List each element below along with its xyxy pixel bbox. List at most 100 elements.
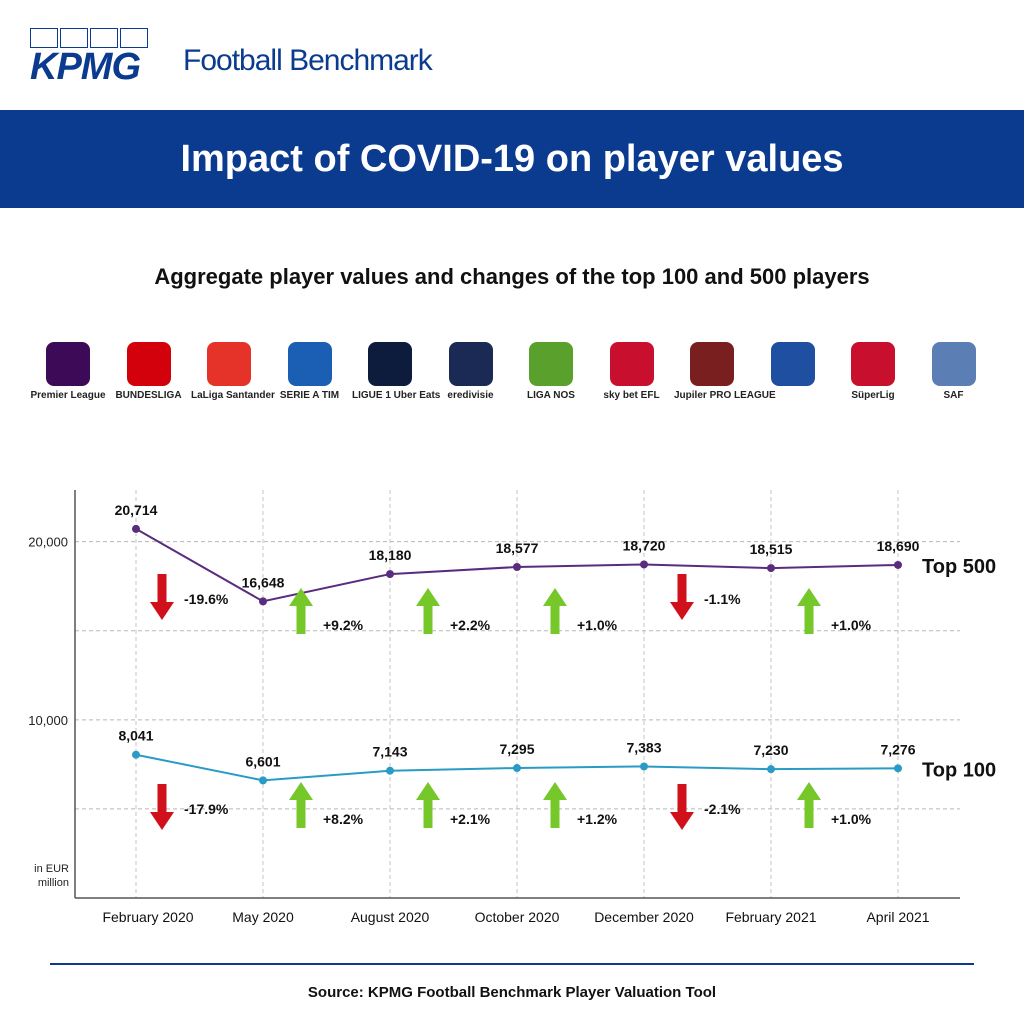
- line-chart: 10,000 20,000 in EUR million February 2020 Ma…: [28, 490, 996, 925]
- laliga-icon: [207, 342, 251, 386]
- kpmg-logo-boxes: [30, 28, 158, 50]
- change-label: -1.1%: [704, 591, 741, 607]
- data-point: [386, 766, 394, 775]
- kpmg-logo-text: KPMG: [30, 46, 141, 88]
- data-label: 18,720: [623, 537, 666, 553]
- eredivisie-icon: [448, 342, 493, 386]
- up-arrow-icon: [797, 588, 821, 634]
- data-point: [767, 765, 775, 774]
- league-label: BUNDESLIGA: [115, 390, 182, 401]
- up-arrow-icon: [543, 588, 567, 634]
- league-label: sky bet EFL: [603, 390, 660, 401]
- chart-subtitle: Aggregate player values and changes of t…: [154, 264, 870, 289]
- x-tick-label: February 2020: [102, 909, 193, 925]
- bundesliga-icon: [126, 342, 171, 386]
- down-arrow-icon: [150, 574, 174, 620]
- up-arrow-icon: [289, 782, 313, 828]
- series-name: Top 100: [922, 759, 996, 781]
- league-label: LaLiga Santander: [191, 390, 275, 401]
- x-tick-label: May 2020: [232, 909, 294, 925]
- x-tick-label: December 2020: [594, 909, 694, 925]
- league-label: Jupiler PRO LEAGUE: [674, 390, 776, 401]
- league-logo: eredivisie: [433, 342, 509, 414]
- efl-icon: [609, 342, 654, 386]
- data-label: 16,648: [242, 574, 285, 590]
- data-label: 18,690: [877, 538, 920, 554]
- league-logo: BUNDESLIGA: [111, 342, 187, 414]
- data-point: [640, 762, 648, 771]
- y-tick-label: 10,000: [28, 713, 68, 728]
- change-label: +1.2%: [577, 811, 618, 827]
- league-logo: SAF: [916, 342, 992, 414]
- source-note: Source: KPMG Football Benchmark Player V…: [307, 984, 717, 1001]
- title-banner: Impact of COVID-19 on player values: [0, 110, 1024, 208]
- data-label: 18,515: [750, 541, 793, 557]
- serie-a-icon: [287, 342, 332, 386]
- league-logo: [755, 342, 831, 414]
- up-arrow-icon: [543, 782, 567, 828]
- saf-icon: [931, 342, 976, 386]
- data-point: [259, 776, 267, 785]
- league-label: eredivisie: [447, 390, 494, 401]
- header: KPMG Football Benchmark: [0, 0, 1024, 110]
- down-arrow-icon: [670, 574, 694, 620]
- league-label: SAF: [943, 390, 964, 401]
- kpmg-logo: KPMG: [30, 28, 160, 88]
- data-point: [513, 764, 521, 773]
- league-logo: LIGUE 1 Uber Eats: [352, 342, 441, 414]
- source-divider: [50, 963, 974, 965]
- data-label: 18,577: [496, 540, 539, 556]
- data-label: 7,383: [626, 739, 661, 755]
- league-label: SERIE A TIM: [279, 390, 340, 401]
- data-point: [132, 750, 140, 759]
- change-label: +1.0%: [831, 617, 872, 633]
- league-logo: SüperLig: [835, 342, 911, 414]
- y-axis-unit-label: million: [38, 877, 69, 889]
- data-point: [894, 560, 902, 569]
- up-arrow-icon: [416, 588, 440, 634]
- data-label: 20,714: [115, 502, 158, 518]
- premier-league-lion-icon: [46, 342, 90, 386]
- change-label: +2.2%: [450, 617, 491, 633]
- page-title: Impact of COVID-19 on player values: [180, 138, 844, 180]
- change-label: -17.9%: [184, 801, 229, 817]
- data-label: 7,230: [753, 742, 788, 758]
- change-label: +1.0%: [831, 811, 872, 827]
- change-label: +9.2%: [323, 617, 364, 633]
- y-axis-unit-label: in EUR: [34, 863, 69, 875]
- down-arrow-icon: [670, 784, 694, 830]
- x-tick-label: October 2020: [475, 909, 560, 925]
- up-arrow-icon: [289, 588, 313, 634]
- brasileirao-icon: [770, 342, 815, 386]
- data-point: [640, 560, 648, 569]
- data-label: 8,041: [118, 728, 153, 744]
- data-label: 6,601: [245, 753, 280, 769]
- data-point: [386, 570, 394, 579]
- data-point: [259, 597, 267, 606]
- league-label: LIGUE 1 Uber Eats: [352, 390, 441, 401]
- league-logo: Premier League: [30, 342, 106, 414]
- y-tick-label: 20,000: [28, 535, 68, 550]
- change-label: -2.1%: [704, 801, 741, 817]
- data-label: 7,143: [372, 744, 407, 760]
- data-label: 18,180: [369, 547, 412, 563]
- change-label: +8.2%: [323, 811, 364, 827]
- ligue1-icon: [368, 342, 412, 386]
- change-label: -19.6%: [184, 591, 229, 607]
- data-point: [513, 562, 521, 571]
- up-arrow-icon: [797, 782, 821, 828]
- x-tick-label: April 2021: [866, 909, 929, 925]
- brand-subtitle: Football Benchmark: [183, 44, 433, 77]
- jupiler-icon: [690, 342, 734, 386]
- change-label: +2.1%: [450, 811, 491, 827]
- up-arrow-icon: [416, 782, 440, 828]
- down-arrow-icon: [150, 784, 174, 830]
- x-tick-label: August 2020: [351, 909, 430, 925]
- league-logo: SERIE A TIM: [272, 342, 348, 414]
- data-point: [894, 764, 902, 773]
- league-logo: sky bet EFL: [594, 342, 670, 414]
- liga-nos-icon: [529, 342, 573, 386]
- data-point: [132, 524, 140, 533]
- league-logo: Jupiler PRO LEAGUE: [674, 342, 776, 414]
- superlig-icon: [851, 342, 895, 386]
